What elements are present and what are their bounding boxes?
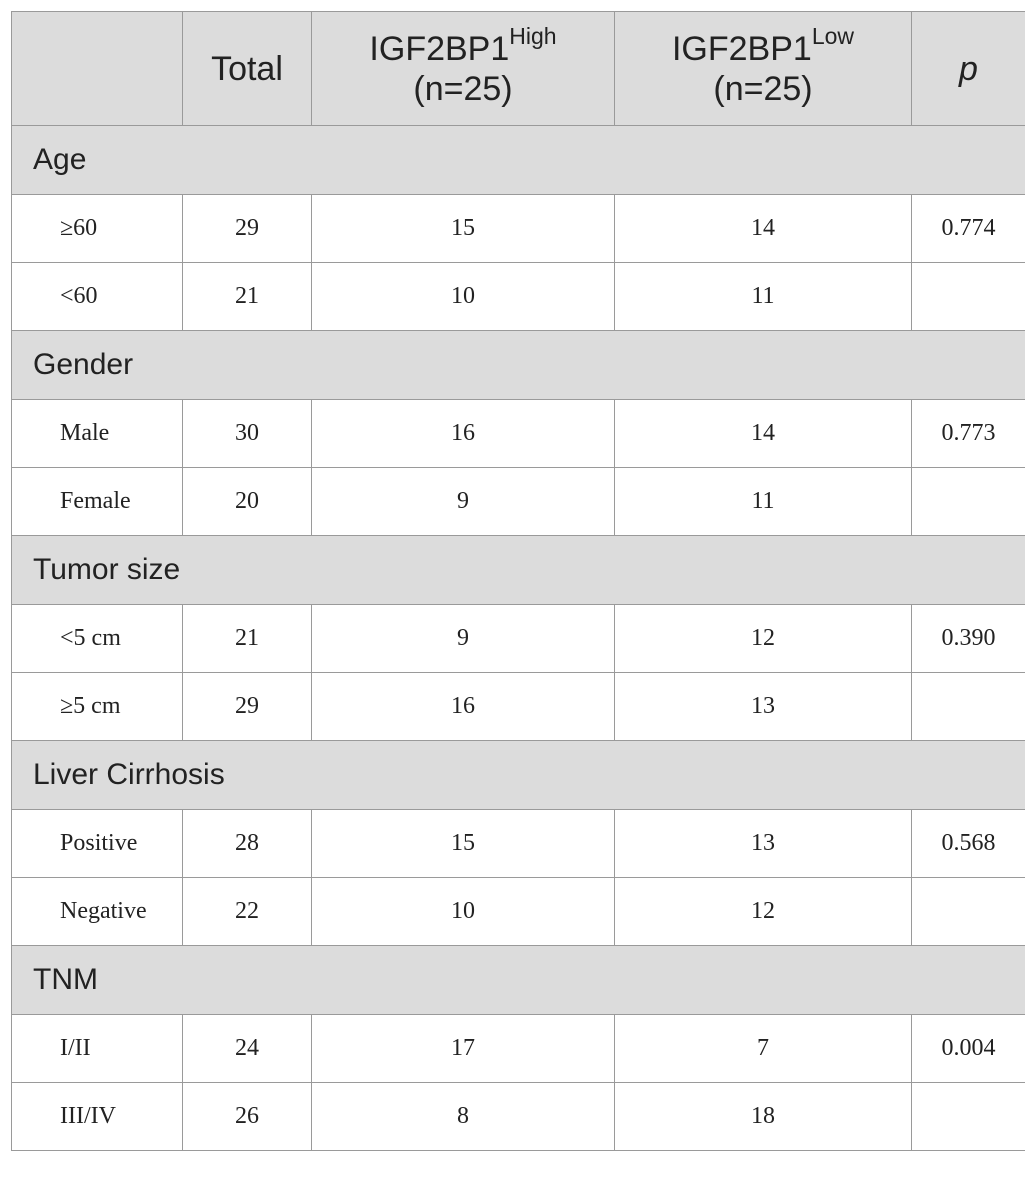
header-p: p xyxy=(911,11,1025,126)
cell-p xyxy=(911,672,1025,741)
section-title: Gender xyxy=(11,330,1025,400)
cell-label: III/IV xyxy=(11,1082,183,1151)
header-low-sup: Low xyxy=(811,22,855,49)
cell-high: 10 xyxy=(311,877,615,946)
cell-low: 13 xyxy=(614,809,912,878)
cell-p xyxy=(911,467,1025,536)
cell-total: 21 xyxy=(182,262,312,331)
igf2bp1-clinical-table: Total IGF2BP1High (n=25) IGF2BP1Low (n=2… xyxy=(11,11,1025,1151)
table-row: <60 21 10 11 xyxy=(11,262,1025,331)
cell-label: Negative xyxy=(11,877,183,946)
cell-high: 16 xyxy=(311,672,615,741)
cell-low: 14 xyxy=(614,194,912,263)
header-high-n: (n=25) xyxy=(413,69,513,108)
section-title: Age xyxy=(11,125,1025,195)
cell-total: 20 xyxy=(182,467,312,536)
cell-p: 0.568 xyxy=(911,809,1025,878)
section-row: Liver Cirrhosis xyxy=(11,740,1025,810)
cell-p: 0.004 xyxy=(911,1014,1025,1083)
table-row: III/IV 26 8 18 xyxy=(11,1082,1025,1151)
table-row: Negative 22 10 12 xyxy=(11,877,1025,946)
cell-low: 12 xyxy=(614,604,912,673)
cell-total: 21 xyxy=(182,604,312,673)
cell-p: 0.390 xyxy=(911,604,1025,673)
cell-total: 28 xyxy=(182,809,312,878)
cell-total: 29 xyxy=(182,672,312,741)
table-row: I/II 24 17 7 0.004 xyxy=(11,1014,1025,1083)
cell-high: 17 xyxy=(311,1014,615,1083)
header-total: Total xyxy=(182,11,312,126)
section-title: Tumor size xyxy=(11,535,1025,605)
cell-p xyxy=(911,877,1025,946)
cell-total: 24 xyxy=(182,1014,312,1083)
cell-total: 29 xyxy=(182,194,312,263)
cell-p: 0.773 xyxy=(911,399,1025,468)
cell-high: 9 xyxy=(311,467,615,536)
header-low-base: IGF2BP1 xyxy=(671,29,812,68)
cell-low: 12 xyxy=(614,877,912,946)
section-title: TNM xyxy=(11,945,1025,1015)
cell-high: 15 xyxy=(311,809,615,878)
cell-high: 16 xyxy=(311,399,615,468)
cell-low: 11 xyxy=(614,467,912,536)
cell-label: Positive xyxy=(11,809,183,878)
header-empty xyxy=(11,11,183,126)
table-row: Female 20 9 11 xyxy=(11,467,1025,536)
cell-p xyxy=(911,1082,1025,1151)
section-title: Liver Cirrhosis xyxy=(11,740,1025,810)
table-row: Positive 28 15 13 0.568 xyxy=(11,809,1025,878)
cell-high: 9 xyxy=(311,604,615,673)
cell-total: 26 xyxy=(182,1082,312,1151)
cell-label: <60 xyxy=(11,262,183,331)
table-row: ≥5 cm 29 16 13 xyxy=(11,672,1025,741)
section-row: Age xyxy=(11,125,1025,195)
cell-p xyxy=(911,262,1025,331)
cell-low: 11 xyxy=(614,262,912,331)
section-row: Tumor size xyxy=(11,535,1025,605)
cell-label: ≥5 cm xyxy=(11,672,183,741)
header-high-base: IGF2BP1 xyxy=(369,29,510,68)
cell-label: I/II xyxy=(11,1014,183,1083)
cell-label: <5 cm xyxy=(11,604,183,673)
cell-high: 10 xyxy=(311,262,615,331)
cell-low: 18 xyxy=(614,1082,912,1151)
cell-total: 30 xyxy=(182,399,312,468)
section-row: Gender xyxy=(11,330,1025,400)
header-low-n: (n=25) xyxy=(713,69,813,108)
cell-low: 14 xyxy=(614,399,912,468)
header-row: Total IGF2BP1High (n=25) IGF2BP1Low (n=2… xyxy=(11,11,1025,126)
table-body: Age ≥60 29 15 14 0.774 <60 21 10 11 Gender Male 30 16… xyxy=(11,125,1025,1151)
header-high: IGF2BP1High (n=25) xyxy=(311,11,615,126)
header-high-sup: High xyxy=(509,22,557,49)
cell-label: Female xyxy=(11,467,183,536)
table-row: Male 30 16 14 0.773 xyxy=(11,399,1025,468)
table-row: <5 cm 21 9 12 0.390 xyxy=(11,604,1025,673)
cell-high: 15 xyxy=(311,194,615,263)
cell-label: Male xyxy=(11,399,183,468)
cell-p: 0.774 xyxy=(911,194,1025,263)
table-row: ≥60 29 15 14 0.774 xyxy=(11,194,1025,263)
cell-high: 8 xyxy=(311,1082,615,1151)
section-row: TNM xyxy=(11,945,1025,1015)
cell-low: 7 xyxy=(614,1014,912,1083)
header-low: IGF2BP1Low (n=25) xyxy=(614,11,912,126)
cell-low: 13 xyxy=(614,672,912,741)
cell-label: ≥60 xyxy=(11,194,183,263)
cell-total: 22 xyxy=(182,877,312,946)
